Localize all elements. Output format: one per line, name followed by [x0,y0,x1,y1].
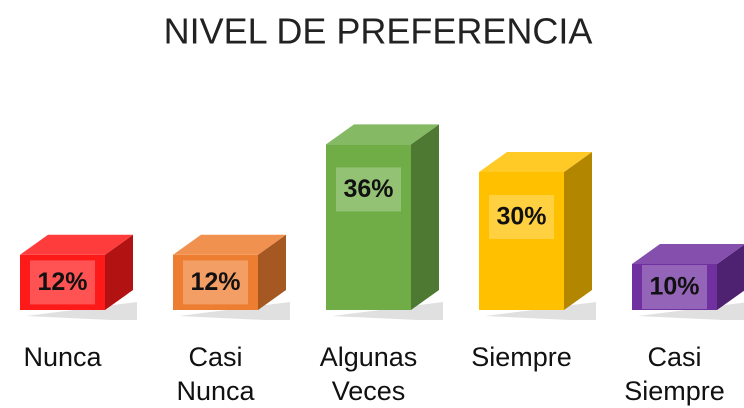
bar-side [717,244,744,310]
bar-side [105,234,133,310]
x-tick-label: Nunca [23,342,102,372]
bar-top [326,124,439,145]
value-label-box [336,167,401,212]
value-label: 36% [343,175,393,203]
bar-side [258,234,286,310]
bar-top [20,234,133,255]
value-label-box [183,260,248,305]
bar-side [564,152,592,310]
bar [479,172,564,310]
x-tick-label: Casi Siempre [624,342,725,406]
chart-title: NIVEL DE PREFERENCIA [164,11,593,52]
value-label: 12% [190,268,240,296]
value-label: 30% [496,203,546,231]
x-tick-label: Siempre [471,342,572,372]
bar-top [173,234,286,255]
value-label: 12% [37,268,87,296]
value-label-box [30,260,95,305]
bar-top [479,152,592,172]
value-label: 10% [649,273,699,301]
x-tick-label: Algunas Veces [319,342,418,406]
bar-top [632,244,744,264]
x-tick-label: Casi Nunca [176,342,255,406]
value-label-box [642,265,707,309]
value-label-box [489,195,554,239]
bar-side [411,124,439,311]
